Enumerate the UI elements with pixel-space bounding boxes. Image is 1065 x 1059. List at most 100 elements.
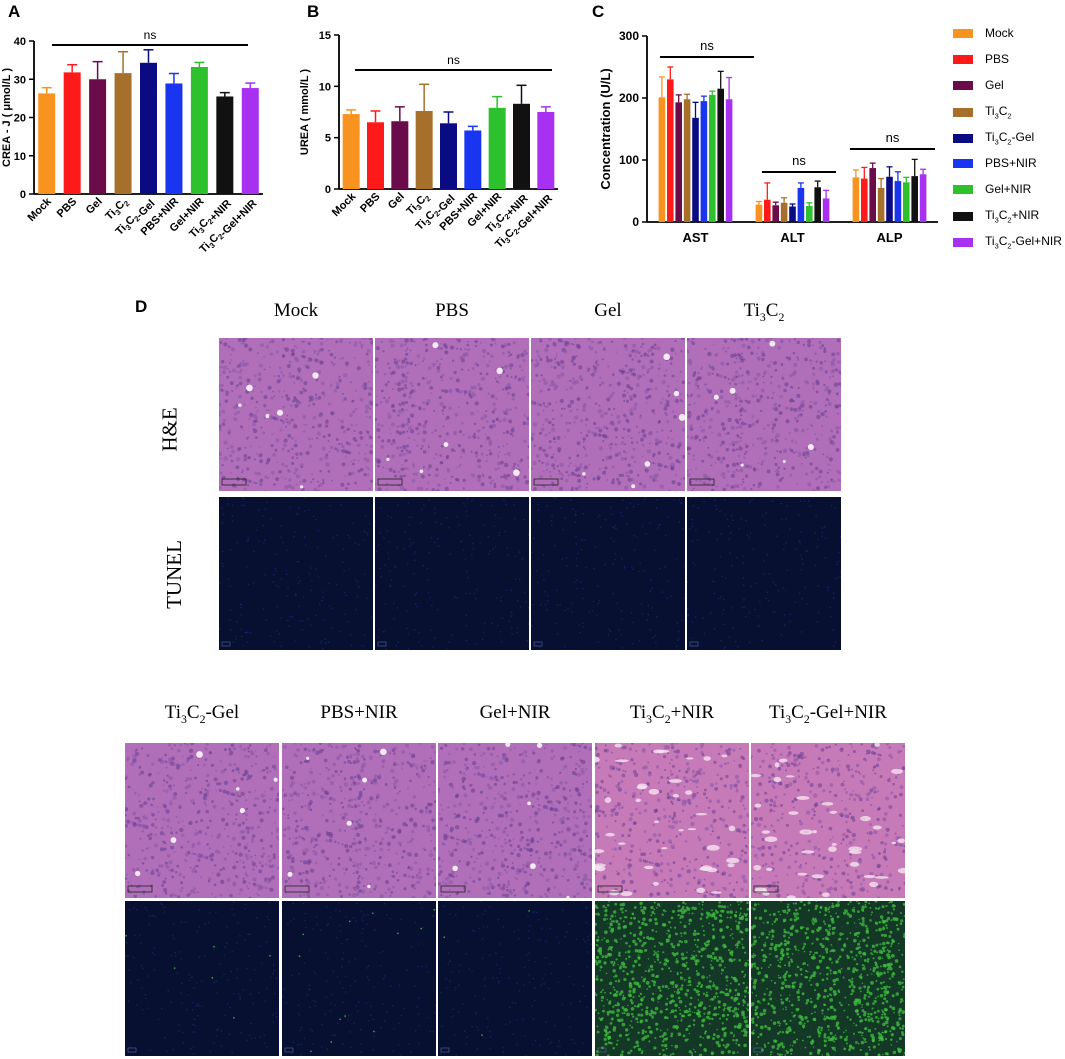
tunel-stain-image	[531, 497, 685, 650]
legend-swatch	[953, 158, 973, 168]
panel-label-d: D	[135, 297, 148, 316]
legend-item-pbs: PBS	[953, 52, 1009, 66]
y-tick-label: 300	[619, 29, 639, 43]
legend-swatch	[953, 133, 973, 143]
he-stain-image	[125, 743, 279, 898]
histology-figure: H&E TUNEL Mock PBS Gel Ti3C2 Ti3C2-Gel PBS+NI…	[0, 290, 1065, 1059]
bar-alp-mock	[852, 177, 860, 222]
bar-ti3c2-gel	[140, 62, 157, 194]
bar-ast-gel	[675, 102, 682, 222]
tunel-stain-image	[595, 901, 749, 1056]
bar-ast-ti3c2-gel-nir	[725, 99, 733, 222]
he-stain-image	[751, 743, 905, 898]
column-label: Gel+NIR	[479, 702, 551, 723]
y-tick-label: 0	[632, 215, 639, 229]
legend-label: Gel	[985, 78, 1004, 92]
significance-label: ns	[700, 38, 714, 53]
legend-swatch	[953, 80, 973, 90]
y-tick-label: 40	[14, 36, 26, 48]
x-tick-label: Ti3C2	[103, 196, 131, 224]
y-axis-label: Concentration (U/L)	[598, 68, 613, 189]
bar-alp-gel	[869, 168, 876, 222]
legend-swatch	[953, 184, 973, 194]
y-tick-label: 0	[325, 184, 331, 196]
bar-alp-gel-nir	[903, 182, 910, 222]
x-tick-label: Mock	[25, 195, 54, 224]
bar-ti3c2-gel-nir	[241, 88, 259, 194]
bar-gel-nir	[190, 67, 208, 194]
significance-label: ns	[144, 28, 157, 42]
legend-item-ti3c2-gel: Ti3C2-Gel	[953, 130, 1034, 146]
bar-alt-ti3c2-gel-nir	[822, 198, 830, 222]
column-label: Ti3C2	[743, 300, 785, 324]
tunel-stain-image	[438, 901, 592, 1056]
bar-pbs-nir	[165, 83, 183, 194]
y-tick-label: 10	[14, 151, 26, 163]
x-tick-label-alp: ALP	[877, 230, 903, 245]
legend-label: PBS	[985, 52, 1010, 66]
tunel-stain-image	[125, 901, 279, 1056]
bar-gel	[89, 79, 107, 194]
legend-label: Ti3C2+NIR	[985, 208, 1040, 225]
bar-alt-ti3c2-gel	[789, 206, 796, 222]
legend-label: Mock	[985, 26, 1014, 40]
bar-alp-ti3c2-gel-nir	[919, 174, 927, 222]
y-tick-label: 0	[20, 189, 26, 201]
tunel-stain-image	[219, 497, 373, 650]
x-tick-label: PBS	[358, 191, 382, 215]
legend-swatch	[953, 107, 973, 117]
bar-ast-pbs-nir	[700, 101, 708, 222]
legend-item-ti3c2: Ti3C2	[953, 104, 1012, 120]
chart-crea: 0 10 20 30 40 CREA - J ( μmol/L ) Mock PBS GelTi…	[1, 28, 263, 256]
y-axis-label: CREA - J ( μmol/L )	[1, 68, 13, 167]
legend-label: Gel+NIR	[985, 182, 1032, 196]
legend-item-ti3c2-gel-nir: Ti3C2-Gel+NIR	[953, 234, 1062, 250]
bar-alp-ti3c2	[877, 187, 885, 222]
y-tick-label: 200	[619, 91, 639, 105]
bar-alt-ti3c2	[780, 202, 788, 222]
panel-label-a: A	[8, 2, 21, 21]
legend-item-gel: Gel	[953, 78, 1004, 92]
bar-gel-nir	[488, 107, 506, 189]
bar-alt-ti3c2-nir	[814, 187, 821, 222]
column-label: Ti3C2-Gel+NIR	[769, 702, 887, 726]
bar-ti3c2-nir	[216, 96, 234, 194]
bar-ast-gel-nir	[709, 94, 716, 222]
he-stain-image	[595, 743, 749, 898]
he-stain-image	[375, 338, 529, 491]
legend-swatch	[953, 237, 973, 247]
bar-alt-mock	[755, 204, 763, 222]
bar-pbs-nir	[464, 130, 482, 189]
column-label: PBS	[435, 300, 469, 321]
bar-ti3c2	[114, 73, 132, 194]
column-label: PBS+NIR	[320, 702, 398, 723]
y-tick-label: 15	[319, 30, 331, 42]
bar-ast-pbs	[667, 79, 674, 223]
x-tick-label: PBS	[55, 196, 79, 220]
bar-ast-ti3c2	[683, 99, 691, 222]
column-label: Mock	[273, 300, 319, 321]
legend-swatch	[953, 28, 973, 38]
bar-mock	[38, 93, 56, 194]
he-stain-image	[687, 338, 841, 491]
bar-ti3c2-nir	[513, 103, 530, 189]
y-tick-label: 10	[319, 81, 331, 93]
bar-alp-ti3c2-gel	[886, 176, 893, 222]
he-stain-image	[282, 743, 436, 898]
bar-ti3c2	[415, 110, 433, 189]
bar-pbs	[63, 72, 81, 194]
he-stain-image	[219, 338, 373, 491]
legend-label: Ti3C2-Gel	[985, 130, 1035, 147]
tunel-stain-image	[375, 497, 529, 650]
y-tick-label: 100	[619, 153, 639, 167]
legend-label: PBS+NIR	[985, 156, 1037, 170]
bar-alp-pbs	[861, 178, 868, 222]
bar-ti3c2-gel-nir	[537, 112, 555, 189]
bar-alp-ti3c2-nir	[911, 176, 918, 222]
x-tick-label-alt: ALT	[780, 230, 804, 245]
bar-ast-ti3c2-gel	[692, 117, 699, 222]
y-tick-label: 5	[325, 133, 331, 145]
column-label: Ti3C2+NIR	[629, 702, 715, 726]
row-label-tunel: TUNEL	[161, 540, 186, 609]
